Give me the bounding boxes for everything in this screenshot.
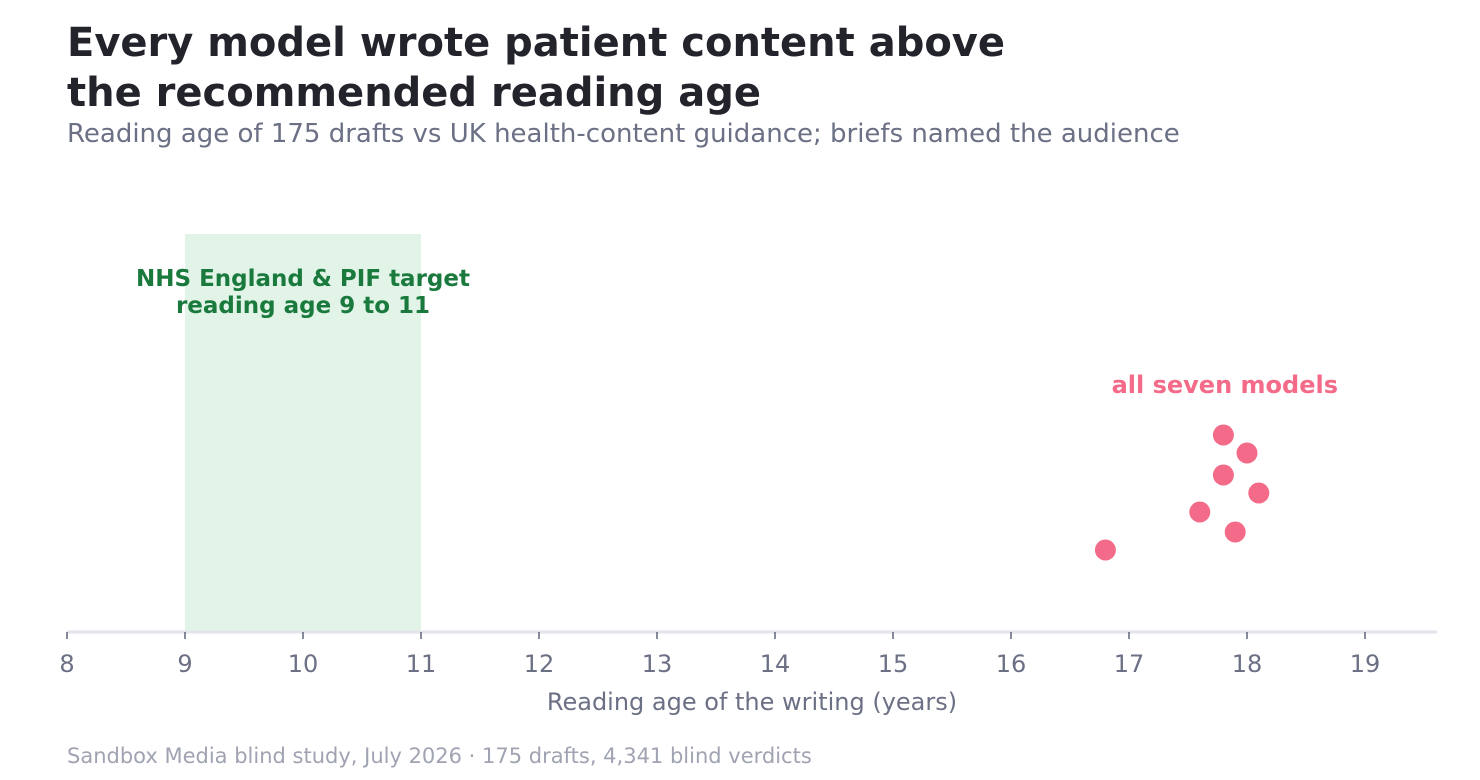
data-point-1-2: [1236, 442, 1258, 464]
x-tick-label-14: 14: [760, 650, 791, 678]
x-tick-label-16: 16: [996, 650, 1027, 678]
x-axis-label: Reading age of the writing (years): [547, 688, 957, 716]
data-point-1-7: [1094, 539, 1116, 561]
chart-title-line-2: the recommended reading age: [67, 70, 761, 116]
x-tick-label-11: 11: [406, 650, 437, 678]
target-band-label-line-1: NHS England & PIF target: [136, 266, 470, 292]
x-tick-label-15: 15: [878, 650, 909, 678]
x-tick-label-12: 12: [524, 650, 555, 678]
x-tick-label-10: 10: [288, 650, 319, 678]
data-point-1-6: [1224, 521, 1246, 543]
chart-subtitle: Reading age of 175 drafts vs UK health-c…: [67, 119, 1180, 149]
x-tick-label-13: 13: [642, 650, 673, 678]
x-tick-label-18: 18: [1232, 650, 1263, 678]
target-band-label-line-2: reading age 9 to 11: [176, 293, 430, 319]
chart-title: Every model wrote patient content above …: [67, 18, 1267, 118]
data-point-1-1: [1212, 424, 1234, 446]
target-band: [185, 234, 421, 632]
x-tick-label-17: 17: [1114, 650, 1145, 678]
data-point-1-5: [1189, 501, 1211, 523]
chart-title-line-1: Every model wrote patient content above: [67, 20, 1006, 66]
x-tick-label-9: 9: [177, 650, 192, 678]
series-label: all seven models: [1112, 371, 1338, 399]
x-tick-label-8: 8: [59, 650, 74, 678]
data-point-1-3: [1212, 464, 1234, 486]
x-tick-label-19: 19: [1350, 650, 1381, 678]
source-note: Sandbox Media blind study, July 2026 · 1…: [67, 744, 812, 768]
data-point-1-4: [1248, 482, 1270, 504]
